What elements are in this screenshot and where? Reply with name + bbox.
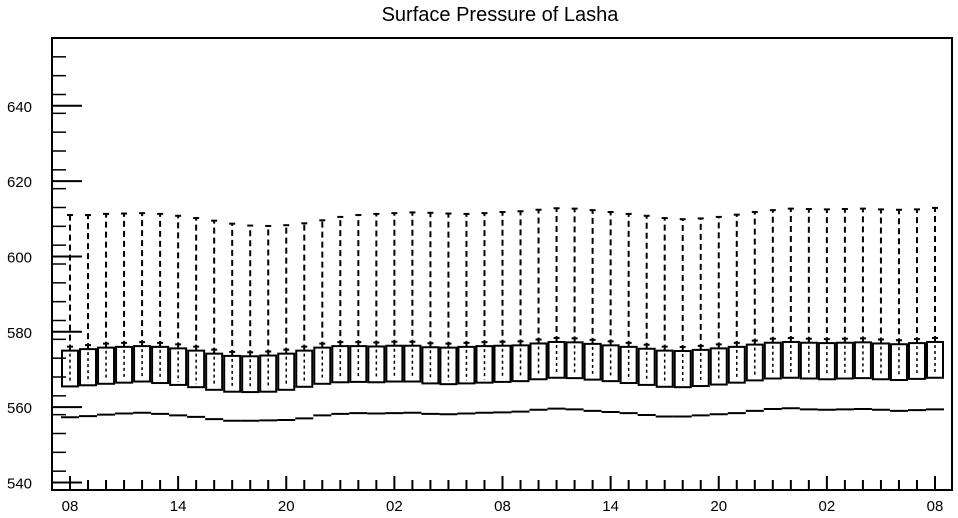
- x-tick-label: 08: [494, 498, 511, 515]
- x-tick-label: 08: [927, 498, 944, 515]
- box-27: [529, 208, 548, 411]
- box-body: [493, 344, 512, 383]
- box-body: [421, 346, 440, 385]
- box-29: [565, 207, 584, 411]
- box-47: [889, 208, 908, 412]
- box-body: [313, 346, 332, 385]
- box-20: [403, 211, 422, 414]
- box-body: [439, 346, 458, 386]
- box-37: [709, 215, 728, 416]
- box-48: [907, 208, 926, 412]
- box-33: [637, 214, 656, 417]
- box-23: [457, 212, 476, 415]
- x-tick-label: 14: [170, 498, 187, 515]
- box-43: [817, 208, 836, 411]
- y-tick-label: 640: [7, 99, 32, 116]
- box-31: [601, 211, 620, 414]
- box-8: [187, 217, 206, 418]
- box-3: [97, 212, 116, 416]
- box-body: [619, 345, 638, 385]
- box-10: [223, 222, 242, 422]
- box-body: [655, 349, 674, 388]
- y-tick-label: 540: [7, 475, 32, 492]
- box-4: [115, 212, 134, 415]
- box-46: [871, 208, 890, 411]
- box-36: [691, 217, 710, 417]
- x-tick-label: 02: [386, 498, 403, 515]
- box-body: [295, 349, 314, 388]
- box-40: [763, 209, 782, 411]
- y-tick-label: 560: [7, 400, 32, 417]
- box-body: [79, 348, 98, 387]
- x-tick-label: 20: [710, 498, 727, 515]
- box-body: [673, 350, 692, 389]
- box-6: [151, 212, 170, 415]
- box-26: [511, 210, 530, 413]
- box-body: [259, 354, 278, 393]
- box-2: [79, 214, 98, 418]
- y-tick-label: 600: [7, 249, 32, 266]
- box-13: [277, 224, 296, 421]
- box-38: [727, 213, 746, 415]
- box-34: [655, 217, 674, 418]
- box-body: [97, 346, 116, 385]
- box-body: [475, 345, 494, 384]
- box-39: [745, 211, 764, 412]
- chart-title: Surface Pressure of Lasha: [381, 4, 619, 26]
- box-21: [421, 211, 440, 415]
- box-14: [295, 222, 314, 420]
- box-42: [799, 208, 818, 411]
- box-17: [349, 214, 368, 415]
- box-12: [259, 224, 278, 422]
- box-body: [205, 352, 224, 391]
- box-5: [133, 212, 152, 414]
- box-body: [331, 345, 350, 384]
- box-16: [331, 215, 350, 415]
- box-body: [169, 347, 188, 386]
- y-tick-label: 620: [7, 174, 32, 191]
- box-body: [151, 345, 170, 385]
- box-11: [241, 224, 260, 422]
- y-tick-label: 580: [7, 325, 32, 342]
- box-7: [169, 214, 188, 417]
- x-tick-label: 08: [62, 498, 79, 515]
- box-body: [709, 347, 728, 386]
- box-body: [277, 352, 296, 391]
- box-44: [835, 208, 854, 411]
- box-32: [619, 212, 638, 415]
- box-body: [691, 348, 710, 388]
- x-tick-label: 02: [819, 498, 836, 515]
- box-19: [385, 212, 404, 415]
- box-body: [637, 347, 656, 386]
- box-25: [493, 211, 512, 414]
- box-body: [187, 349, 206, 389]
- x-tick-label: 20: [278, 498, 295, 515]
- box-18: [367, 212, 386, 415]
- box-49: [926, 206, 944, 411]
- box-body: [817, 342, 836, 381]
- box-body: [457, 345, 476, 385]
- box-45: [853, 207, 872, 411]
- x-tick-label: 14: [602, 498, 619, 515]
- box-30: [583, 209, 602, 412]
- box-22: [439, 212, 458, 416]
- box-9: [205, 219, 224, 421]
- box-24: [475, 212, 494, 414]
- box-35: [673, 218, 692, 418]
- box-15: [313, 219, 332, 417]
- box-28: [547, 207, 566, 410]
- box-41: [781, 207, 800, 410]
